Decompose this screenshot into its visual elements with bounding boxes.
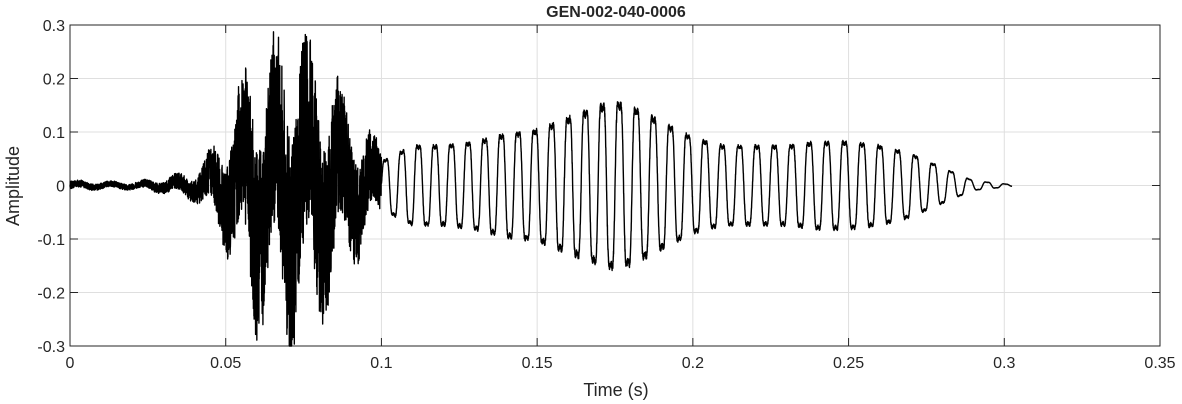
y-tick-label: 0.2: [43, 72, 65, 89]
x-tick-label: 0.1: [370, 355, 392, 372]
y-tick-label: 0: [56, 179, 65, 196]
x-tick-label: 0: [66, 355, 75, 372]
y-tick-label: -0.2: [37, 286, 65, 303]
chart-title: GEN-002-040-0006: [546, 4, 686, 21]
y-tick-label: 0.1: [43, 125, 65, 142]
y-tick-label: 0.3: [43, 18, 65, 35]
axis-ticks: 0 0.05 0.1 0.15 0.2 0.25 0.3 0.35 -0.3 -0.2 -0.1 0 0…: [37, 18, 1175, 372]
x-tick-label: 0.05: [210, 355, 241, 372]
y-axis-label: Amplitude: [3, 146, 23, 226]
x-tick-label: 0.35: [1144, 355, 1175, 372]
y-tick-label: -0.1: [37, 232, 65, 249]
y-tick-label: -0.3: [37, 339, 65, 356]
waveform-line: [69, 31, 1013, 347]
x-tick-label: 0.25: [833, 355, 864, 372]
x-tick-label: 0.3: [993, 355, 1015, 372]
series-group: [69, 31, 1013, 347]
x-axis-label: Time (s): [583, 380, 648, 400]
x-tick-label: 0.15: [522, 355, 553, 372]
x-tick-label: 0.2: [682, 355, 704, 372]
